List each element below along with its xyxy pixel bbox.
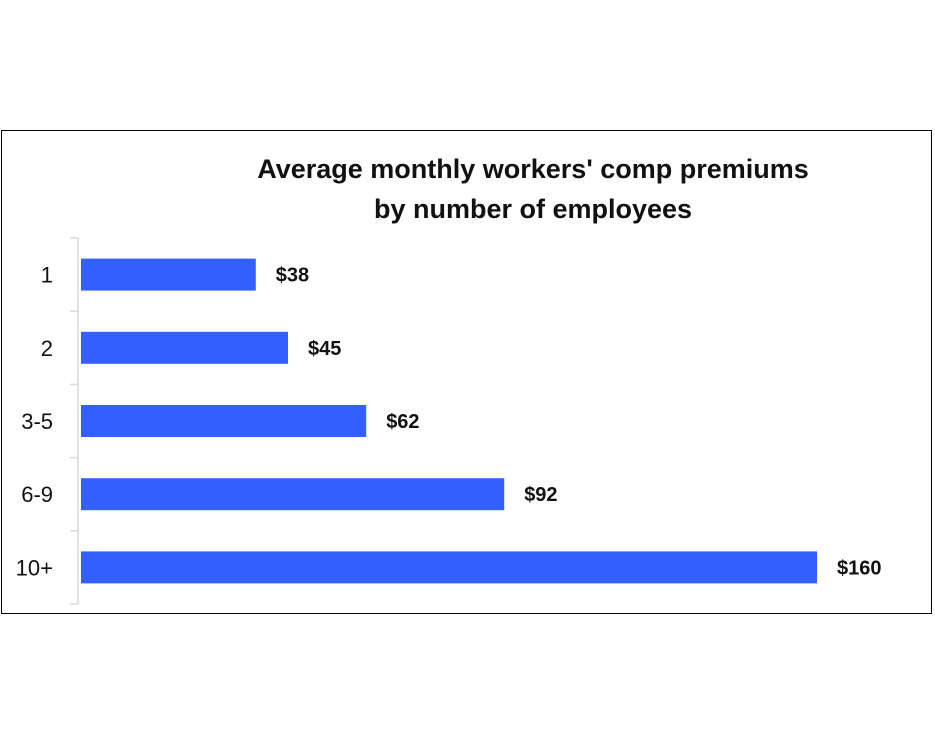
category-tick-label: 6-9 — [21, 482, 53, 507]
category-tick-label: 3-5 — [21, 409, 53, 434]
bar-3-5 — [81, 405, 367, 437]
data-label: $92 — [524, 484, 557, 506]
chart-title-line-1: Average monthly workers' comp premiums — [257, 154, 809, 184]
category-tick-labels: 1 2 3-5 6-9 10+ — [16, 263, 53, 581]
data-label: $45 — [308, 338, 341, 360]
data-label: $160 — [837, 557, 882, 579]
category-tick-label: 10+ — [16, 555, 53, 580]
bar-6-9 — [81, 478, 505, 511]
category-tick-label: 2 — [41, 336, 53, 361]
category-tick-label: 1 — [41, 263, 53, 288]
chart-frame — [1, 130, 932, 614]
data-labels: $38 $45 $62 $92 $160 — [276, 265, 882, 580]
data-label: $62 — [386, 411, 419, 433]
bar-1 — [81, 258, 256, 291]
bar-2 — [81, 331, 288, 364]
category-axis — [70, 237, 79, 605]
data-label: $38 — [276, 265, 309, 287]
bars — [81, 258, 817, 584]
chart-title-line-2: by number of employees — [374, 194, 692, 224]
bar-10 — [81, 551, 817, 584]
